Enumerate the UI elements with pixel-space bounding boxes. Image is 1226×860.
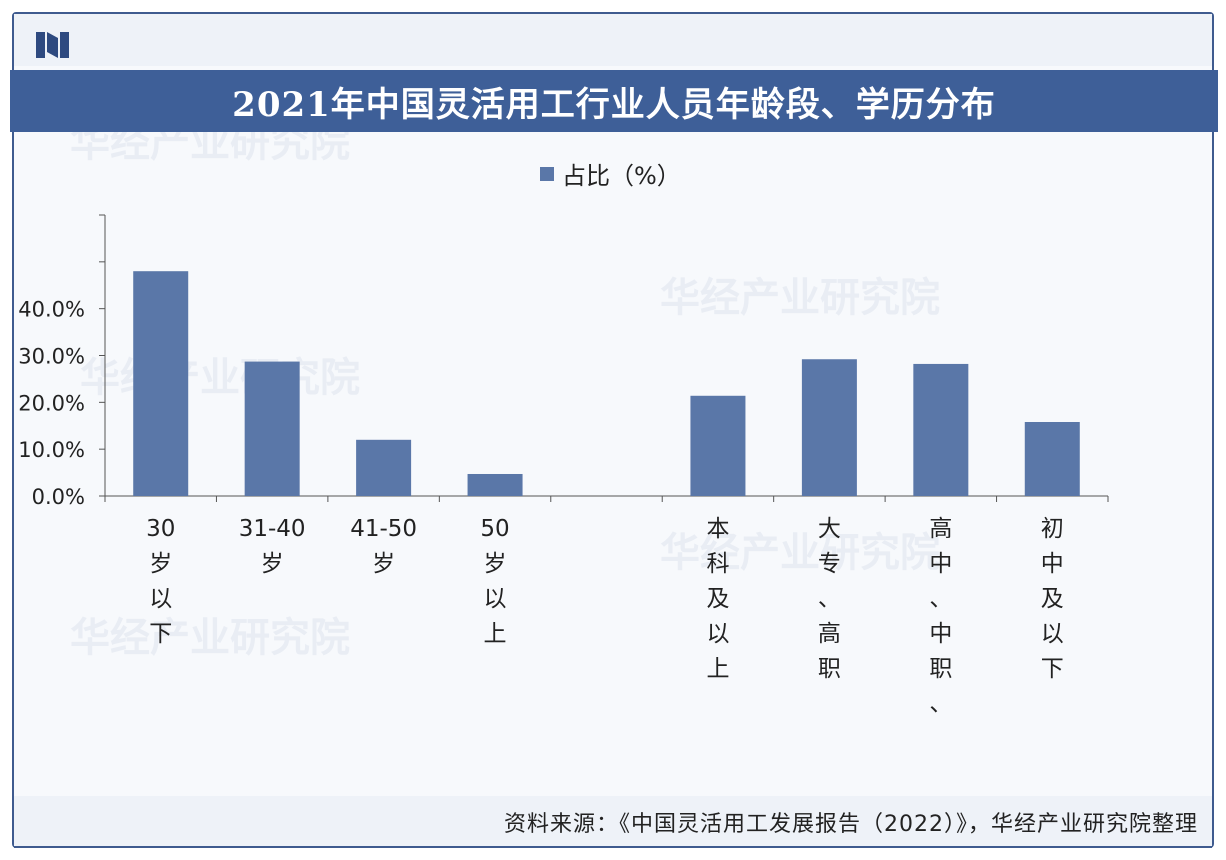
bar — [913, 363, 969, 496]
y-tick-label: 0.0% — [32, 485, 85, 509]
x-tick-label: 31-40 岁 — [239, 516, 306, 577]
legend-label: 占比（%） — [562, 162, 681, 190]
top-strip — [14, 14, 1212, 66]
chart-title: 2021年中国灵活用工行业人员年龄段、学历分布 — [232, 84, 996, 125]
bar — [356, 439, 412, 496]
x-tick-label: 高中、中职、 — [929, 516, 952, 717]
y-tick-label: 40.0% — [18, 298, 85, 322]
y-tick-label: 30.0% — [18, 345, 85, 369]
brand-logo-icon — [36, 32, 69, 58]
legend: 占比（%） — [540, 156, 681, 191]
legend-swatch — [540, 166, 554, 181]
footer-bar — [14, 796, 1212, 846]
bar — [244, 361, 300, 496]
source-note: 资料来源：《中国灵活用工发展报告（2022）》，华经产业研究院整理 — [504, 812, 1198, 837]
x-tick-label: 50 岁以上 — [480, 516, 509, 647]
y-tick-label: 10.0% — [18, 438, 85, 462]
x-tick-label: 41-50 岁 — [350, 516, 417, 577]
bar-chart: 0.0% 10.0% 20.0% 30.0% 40.0% 30 岁以下 31-40 岁 41-50… — [18, 214, 1109, 717]
bar — [133, 271, 189, 496]
chart-frame — [12, 12, 1214, 848]
bar — [801, 359, 857, 496]
x-tick-label: 初中及以下 — [1041, 516, 1064, 682]
x-tick-label: 本科及以上 — [706, 516, 729, 682]
bottom-rule — [14, 846, 1212, 848]
y-tick-label: 20.0% — [18, 391, 85, 415]
bar — [1024, 422, 1080, 496]
x-tick-label: 30 岁以下 — [146, 516, 175, 647]
title-bar: 2021年中国灵活用工行业人员年龄段、学历分布 — [10, 70, 1218, 132]
bar — [467, 473, 523, 496]
bar — [690, 395, 746, 496]
x-tick-label: 大专、高职 — [818, 516, 841, 682]
